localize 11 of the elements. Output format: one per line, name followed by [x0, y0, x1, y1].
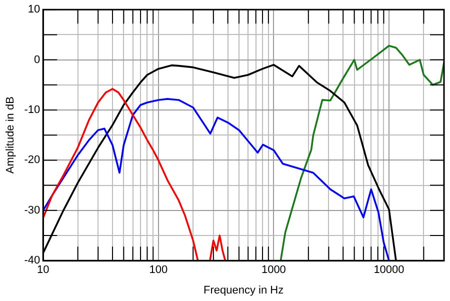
y-tick-label: -30 [24, 204, 40, 216]
y-tick-label: 10 [28, 4, 40, 16]
y-tick-label: -20 [24, 154, 40, 166]
y-axis-title: Amplitude in dB [4, 96, 17, 174]
x-tick-label: 10 [36, 264, 50, 276]
x-tick-label: 1000 [261, 264, 286, 276]
x-tick-label: 10000 [374, 264, 404, 276]
x-tick-label: 100 [149, 264, 168, 276]
x-axis-title: Frequency in Hz [204, 284, 284, 296]
y-tick-label: 0 [34, 54, 40, 66]
y-tick-label: -10 [24, 104, 40, 116]
